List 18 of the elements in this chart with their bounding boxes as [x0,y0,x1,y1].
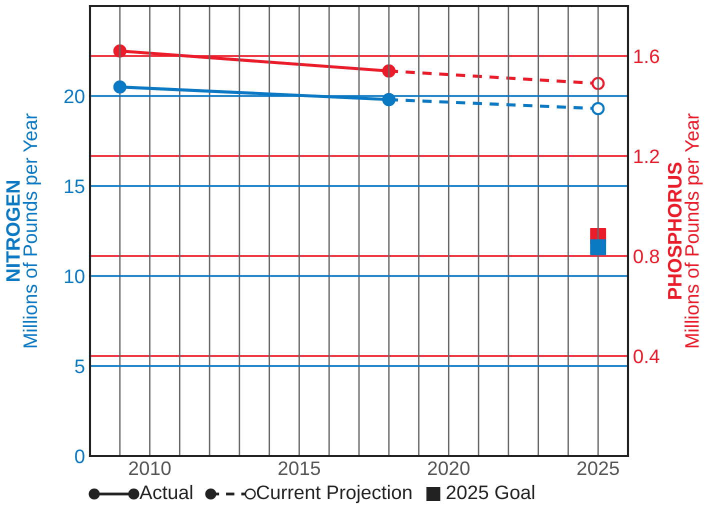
text: 2025 Goal [446,484,534,500]
y-tick-label: 5 [75,360,84,374]
y-tick-label: 10 [64,269,84,284]
x-tick-label: 2020 [428,461,470,476]
y-tick-label: 20 [64,89,84,104]
y2-tick-label: 0.4 [634,349,660,364]
y2-tick-label: 1.2 [634,149,659,164]
y-tick-label: 15 [64,180,84,194]
y-tick-label: 0 [75,449,84,464]
y2-tick-label: 1.6 [634,49,660,64]
text: Actual [139,484,192,500]
y2-axis-title: PHOSPHORUS Millions of Pounds per Year [668,113,703,348]
y-axis-title: NITROGEN Millions of Pounds per Year [6,113,41,348]
x-tick-label: 2025 [577,461,619,476]
x-tick-label: 2015 [278,461,320,476]
x-tick-label: 2010 [129,461,171,476]
text: Current Projection [256,484,412,504]
y2-tick-label: 0.8 [634,249,660,264]
